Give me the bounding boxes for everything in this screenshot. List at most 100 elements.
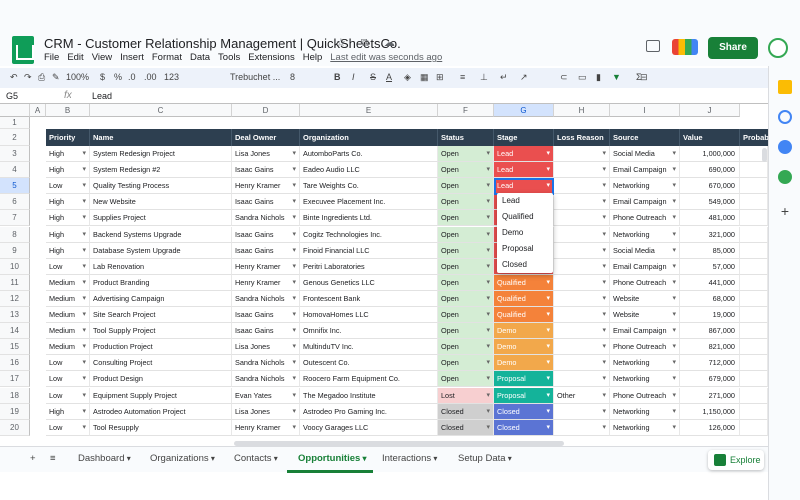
cell-status[interactable]: Open ▾ (438, 323, 494, 340)
horizontal-scrollbar[interactable] (234, 441, 564, 446)
dropdown-chevron-icon[interactable]: ▾ (672, 182, 676, 190)
cell-status[interactable]: Open ▾ (438, 194, 494, 211)
all-sheets-icon[interactable]: ≡ (50, 453, 56, 464)
dropdown-chevron-icon[interactable]: ▾ (672, 294, 676, 302)
row-number-16[interactable]: 16 (0, 355, 30, 372)
wrap-icon[interactable]: ↵ (500, 72, 508, 82)
cell-source[interactable]: Networking ▾ (610, 355, 680, 372)
row-number-12[interactable]: 12 (0, 290, 30, 307)
row-number-9[interactable]: 9 (0, 242, 30, 259)
dropdown-chevron-icon[interactable]: ▾ (672, 343, 676, 351)
cell-status[interactable]: Open ▾ (438, 258, 494, 275)
dropdown-chevron-icon[interactable]: ▾ (486, 182, 490, 190)
dropdown-chevron-icon[interactable]: ▾ (82, 375, 86, 383)
dropdown-chevron-icon[interactable]: ▾ (292, 294, 296, 302)
cell-deal-owner[interactable]: Henry Kramer ▾ (232, 258, 300, 275)
cell-deal-owner[interactable]: Henry Kramer ▾ (232, 419, 300, 436)
borders-icon[interactable]: ▦ (420, 72, 429, 82)
tab-contacts[interactable]: Contacts ▾ (234, 453, 278, 464)
cell-source[interactable]: Networking ▾ (610, 371, 680, 388)
dropdown-chevron-icon[interactable]: ▾ (486, 375, 490, 383)
row-number-1[interactable]: 1 (0, 117, 30, 129)
align-icon[interactable]: ≡ (460, 72, 466, 82)
cell-deal-owner[interactable]: Sandra Nichols ▾ (232, 355, 300, 372)
cell-stage[interactable]: Qualified ▾ (494, 290, 554, 307)
cell-source[interactable]: Phone Outreach ▾ (610, 387, 680, 404)
bold-button[interactable]: B (334, 72, 341, 82)
tab-dashboard[interactable]: Dashboard ▾ (78, 453, 131, 464)
tab-setup-data[interactable]: Setup Data ▾ (458, 453, 512, 464)
dropdown-chevron-icon[interactable]: ▾ (672, 375, 676, 383)
dropdown-chevron-icon[interactable]: ▾ (292, 230, 296, 238)
cell-deal-owner[interactable]: Isaac Gains ▾ (232, 242, 300, 259)
cell-deal-owner[interactable]: Isaac Gains ▾ (232, 162, 300, 179)
dropdown-chevron-icon[interactable]: ▾ (546, 182, 550, 190)
dropdown-chevron-icon[interactable]: ▾ (546, 278, 550, 286)
dropdown-chevron-icon[interactable]: ▾ (672, 311, 676, 318)
cell-loss-reason[interactable]: ▾ (554, 419, 610, 436)
dropdown-chevron-icon[interactable]: ▾ (486, 166, 490, 174)
dropdown-chevron-icon[interactable]: ▾ (602, 278, 606, 286)
column-header-g[interactable]: G (494, 104, 554, 117)
dropdown-chevron-icon[interactable]: ▾ (486, 359, 490, 367)
cell-stage[interactable]: Lead ▾ (494, 146, 554, 163)
cell-loss-reason[interactable]: Other ▾ (554, 387, 610, 404)
header-stage[interactable]: Stage (494, 129, 554, 146)
cell-status[interactable]: Open ▾ (438, 146, 494, 163)
column-header-b[interactable]: B (46, 104, 90, 117)
dropdown-option-demo[interactable]: Demo (502, 228, 524, 237)
cell-deal-owner[interactable]: Sandra Nichols ▾ (232, 210, 300, 227)
cell-status[interactable]: Open ▾ (438, 274, 494, 291)
cell-source[interactable]: Email Campaign ▾ (610, 258, 680, 275)
cell-loss-reason[interactable]: ▾ (554, 290, 610, 307)
menu-tools[interactable]: Tools (218, 52, 241, 63)
fill-color-icon[interactable]: ◈ (404, 72, 411, 82)
maps-icon[interactable] (778, 170, 792, 184)
sheet-grid[interactable]: A B C D E F G H I J 1 2 3 4 5 6 7 8 9 10 11 12 13 14 15 16 17 18 19 2… (0, 104, 768, 438)
formula-input[interactable]: Lead (92, 91, 113, 101)
cell-stage[interactable]: Closed ▾ (494, 419, 554, 436)
cell-stage[interactable]: Qualified ▾ (494, 307, 554, 324)
dropdown-chevron-icon[interactable]: ▾ (292, 375, 296, 383)
column-header-c[interactable]: C (90, 104, 232, 117)
cell-loss-reason[interactable]: ▾ (554, 371, 610, 388)
function-button[interactable]: Σ (636, 72, 642, 82)
dropdown-chevron-icon[interactable]: ▾ (82, 214, 86, 222)
cell-status[interactable]: Open ▾ (438, 178, 494, 195)
tab-chevron-icon[interactable]: ▾ (208, 454, 215, 463)
tab-interactions[interactable]: Interactions ▾ (382, 453, 437, 464)
cell-stage[interactable]: Proposal ▾ (494, 371, 554, 388)
header-loss-reason[interactable]: Loss Reason (554, 129, 610, 146)
strikethrough-button[interactable]: S (370, 72, 377, 82)
dropdown-chevron-icon[interactable]: ▾ (82, 198, 86, 206)
tab-chevron-icon[interactable]: ▾ (271, 454, 278, 463)
header-organization[interactable]: Organization (300, 129, 438, 146)
add-sheet-icon[interactable]: + (30, 453, 36, 464)
avatar[interactable] (768, 38, 788, 58)
row-number-7[interactable]: 7 (0, 210, 30, 227)
cell-priority[interactable]: High ▾ (46, 403, 90, 420)
cell-priority[interactable]: Medium ▾ (46, 290, 90, 307)
cell-source[interactable]: Website ▾ (610, 307, 680, 324)
cell-deal-owner[interactable]: Henry Kramer ▾ (232, 178, 300, 195)
header-probab[interactable]: Probab (740, 129, 768, 146)
dropdown-chevron-icon[interactable]: ▾ (546, 375, 550, 383)
document-title[interactable]: CRM - Customer Relationship Management |… (44, 36, 401, 51)
dropdown-chevron-icon[interactable]: ▾ (602, 214, 606, 222)
add-addon-icon[interactable]: + (780, 203, 790, 219)
decrease-decimal-button[interactable]: .0 (128, 72, 136, 82)
dropdown-chevron-icon[interactable]: ▾ (486, 230, 490, 238)
row-number-10[interactable]: 10 (0, 258, 30, 275)
cell-loss-reason[interactable]: ▾ (554, 274, 610, 291)
dropdown-chevron-icon[interactable]: ▾ (82, 262, 86, 270)
redo-icon[interactable]: ↷ (24, 72, 32, 82)
dropdown-chevron-icon[interactable]: ▾ (602, 198, 606, 206)
column-header-a[interactable]: A (30, 104, 46, 117)
row-number-13[interactable]: 13 (0, 307, 30, 324)
cell-loss-reason[interactable]: ▾ (554, 339, 610, 356)
cell-source[interactable]: Email Campaign ▾ (610, 323, 680, 340)
cell-source[interactable]: Networking ▾ (610, 226, 680, 243)
dropdown-chevron-icon[interactable]: ▾ (672, 359, 676, 367)
print-icon[interactable]: ⎙ (38, 72, 46, 82)
cell-deal-owner[interactable]: Evan Yates ▾ (232, 387, 300, 404)
